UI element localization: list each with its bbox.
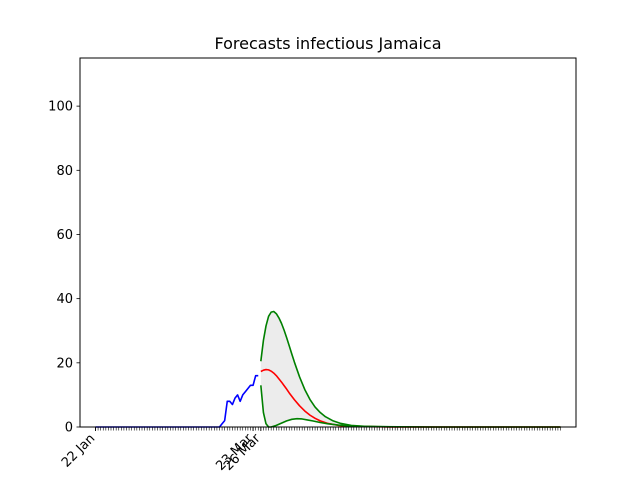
y-tick-label: 0 [65, 421, 73, 436]
y-tick-label: 100 [48, 100, 73, 115]
series-line-observed [95, 374, 259, 428]
chart-title: Forecasts infectious Jamaica [214, 34, 441, 53]
y-axis: 0 20 40 60 80 100 [48, 100, 80, 436]
y-tick-label: 20 [56, 356, 73, 371]
minor-ticks [95, 427, 561, 431]
y-tick-label: 80 [56, 164, 73, 179]
y-tick-label: 40 [56, 292, 73, 307]
confidence-band [260, 311, 561, 427]
plot-frame [79, 57, 577, 428]
series-line-forecast-upper [260, 310, 561, 428]
y-tick-label: 60 [56, 228, 73, 243]
series-lines [95, 310, 561, 428]
forecast-band-area [260, 311, 561, 427]
x-tick-label: 22 Jan [59, 431, 98, 470]
